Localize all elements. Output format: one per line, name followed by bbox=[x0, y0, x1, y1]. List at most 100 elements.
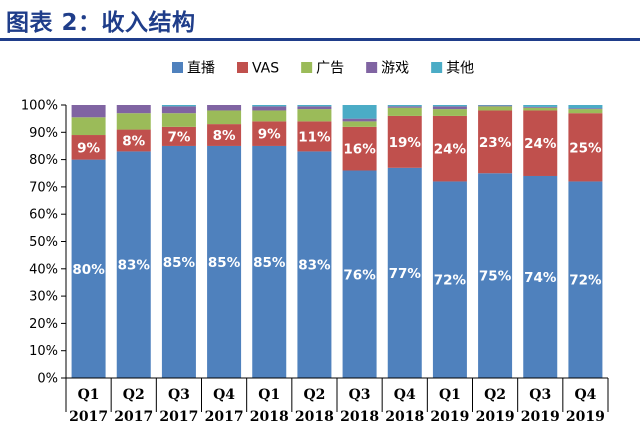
y-tick-label: 40% bbox=[29, 262, 58, 277]
bar-segment-vas bbox=[116, 129, 151, 152]
x-tick-label-quarter: Q2 bbox=[123, 387, 145, 403]
legend-label: 广告 bbox=[316, 61, 344, 77]
legend-swatch bbox=[172, 62, 183, 73]
legend-label: 游戏 bbox=[381, 61, 409, 77]
bar-segment-ads bbox=[568, 109, 603, 114]
data-label: 11% bbox=[298, 129, 331, 145]
x-tick-label-year: 2019 bbox=[430, 409, 469, 425]
bar-segment-games bbox=[478, 105, 513, 107]
bar-segment-vas bbox=[342, 126, 377, 171]
bar-segment-live bbox=[161, 145, 196, 378]
data-label: 24% bbox=[434, 142, 467, 158]
x-tick-label-year: 2019 bbox=[521, 409, 560, 425]
data-label: 75% bbox=[479, 269, 512, 285]
bar-segment-games bbox=[568, 108, 603, 110]
bar-segment-vas bbox=[387, 115, 422, 168]
data-label: 16% bbox=[343, 142, 376, 158]
bar-segment-live bbox=[207, 145, 242, 378]
x-tick-label-year: 2018 bbox=[385, 409, 424, 425]
y-tick-label: 0% bbox=[37, 372, 58, 387]
bar-segment-ads bbox=[207, 110, 242, 125]
bar-segment-games bbox=[161, 106, 196, 114]
bar-segment-games bbox=[207, 105, 242, 111]
data-label: 23% bbox=[479, 135, 512, 151]
data-label: 72% bbox=[434, 273, 467, 289]
bar-segment-games bbox=[297, 106, 332, 110]
bar-segment-live bbox=[71, 159, 106, 378]
legend-swatch bbox=[366, 62, 378, 73]
bar-segment-other bbox=[478, 105, 513, 106]
x-tick-label-quarter: Q3 bbox=[349, 387, 371, 403]
data-label: 77% bbox=[389, 266, 422, 282]
bar-segment-vas bbox=[432, 115, 467, 182]
x-tick-label-quarter: Q4 bbox=[394, 387, 416, 403]
data-label: 7% bbox=[167, 129, 190, 145]
x-tick-label-year: 2018 bbox=[295, 409, 334, 425]
bar-segment-games bbox=[432, 106, 467, 110]
x-tick-label-year: 2019 bbox=[476, 409, 515, 425]
bar-segment-live bbox=[116, 151, 151, 378]
x-tick-label-year: 2017 bbox=[114, 409, 153, 425]
bar-segment-live bbox=[387, 167, 422, 378]
data-label: 25% bbox=[569, 140, 602, 156]
y-tick-label: 30% bbox=[29, 290, 58, 305]
data-label: 85% bbox=[163, 255, 196, 271]
y-tick-label: 10% bbox=[29, 344, 58, 359]
x-tick-label-quarter: Q2 bbox=[303, 387, 325, 403]
bar-segment-live bbox=[478, 173, 513, 378]
data-label: 85% bbox=[253, 255, 286, 271]
x-tick-label-quarter: Q1 bbox=[258, 387, 280, 403]
bar-segment-live bbox=[432, 181, 467, 378]
bar-segment-vas bbox=[568, 113, 603, 182]
bar-segment-live bbox=[252, 145, 287, 378]
y-tick-label: 90% bbox=[29, 126, 58, 141]
bar-segment-games bbox=[387, 106, 422, 108]
bar-segment-other bbox=[568, 105, 603, 109]
x-tick-label-quarter: Q1 bbox=[78, 387, 100, 403]
bar-segment-ads bbox=[116, 113, 151, 130]
bar-segment-games bbox=[116, 105, 151, 114]
y-axis: 0% 10% 20% 30% 40% 50% 60% 70% 80% 90% 100% bbox=[21, 99, 67, 387]
y-tick-label: 80% bbox=[29, 153, 58, 168]
bar-segment-ads bbox=[297, 109, 332, 122]
bar-segment-other bbox=[161, 105, 196, 107]
y-tick-label: 100% bbox=[21, 99, 58, 114]
x-tick-label-year: 2018 bbox=[340, 409, 379, 425]
legend-label: 其他 bbox=[446, 61, 474, 77]
legend: 直播 VAS 广告 游戏 其他 bbox=[172, 60, 474, 77]
x-tick-label-quarter: Q3 bbox=[168, 387, 190, 403]
data-label: 19% bbox=[389, 135, 422, 151]
bars: 80% 9% 83% 8% 85% 7% 85% 8% 85% 9% 83% 11% 76% 16% 77%… bbox=[71, 105, 603, 378]
bar-segment-games bbox=[71, 105, 106, 118]
bar-segment-vas bbox=[297, 121, 332, 152]
data-label: 80% bbox=[72, 262, 105, 278]
bar-segment-other bbox=[342, 105, 377, 119]
bar-segment-other bbox=[432, 105, 467, 107]
data-label: 9% bbox=[77, 140, 100, 156]
bar-segment-other bbox=[297, 105, 332, 107]
data-label: 8% bbox=[122, 133, 145, 149]
data-label: 85% bbox=[208, 255, 241, 271]
legend-swatch bbox=[237, 62, 248, 73]
bar-segment-other bbox=[523, 105, 558, 107]
data-label: 24% bbox=[524, 136, 557, 152]
bar-segment-live bbox=[297, 151, 332, 378]
y-tick-label: 70% bbox=[29, 180, 58, 195]
bar-segment-games bbox=[342, 118, 377, 122]
y-tick-label: 50% bbox=[29, 235, 58, 250]
data-label: 83% bbox=[298, 258, 331, 274]
bar-segment-vas bbox=[71, 135, 106, 160]
x-tick-label-quarter: Q4 bbox=[213, 387, 235, 403]
bar-segment-ads bbox=[342, 121, 377, 127]
data-label: 9% bbox=[258, 127, 281, 143]
bar-segment-ads bbox=[523, 107, 558, 111]
bar-segment-live bbox=[342, 170, 377, 378]
data-label: 8% bbox=[213, 128, 236, 144]
x-tick-label-year: 2017 bbox=[69, 409, 108, 425]
bar-segment-vas bbox=[161, 126, 196, 146]
legend-label: 直播 bbox=[187, 60, 215, 77]
bar-segment-vas bbox=[523, 110, 558, 176]
bar-segment-ads bbox=[432, 109, 467, 116]
bar-segment-games bbox=[523, 106, 558, 108]
